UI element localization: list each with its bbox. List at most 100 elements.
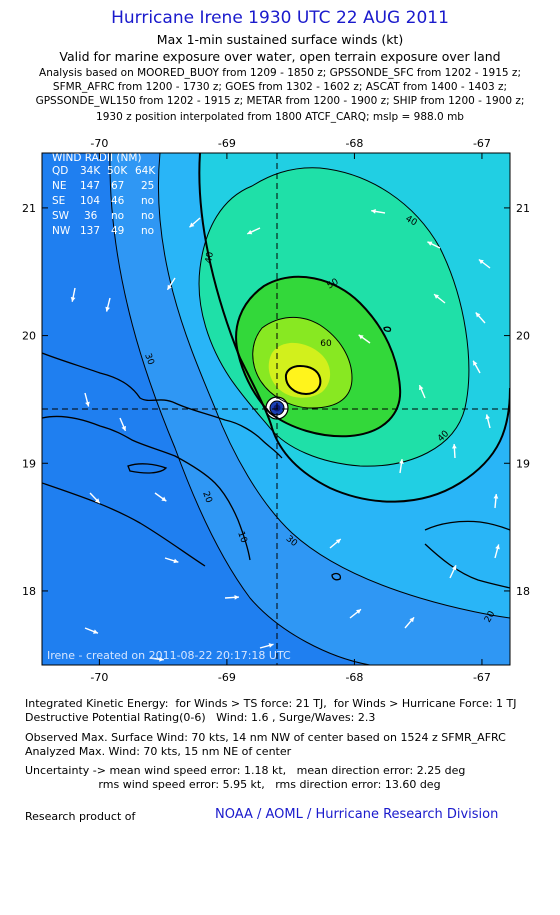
wind-arrow-head bbox=[475, 312, 481, 318]
y-tick-label-right: 21 bbox=[516, 202, 530, 215]
plot-frame bbox=[41, 152, 511, 666]
contour-label: 10 bbox=[235, 530, 248, 544]
wind-radii-nw-50k: 49 bbox=[111, 225, 124, 237]
analysis-position-note: 1930 z position interpolated from 1800 A… bbox=[96, 111, 464, 123]
wind-arrow-head bbox=[105, 306, 110, 312]
wind-radii-header-64k: 64K bbox=[135, 165, 156, 177]
noaa-aoml-link[interactable]: NOAA / AOML / Hurricane Research Divisio… bbox=[215, 807, 499, 822]
wind-radii-header-34k: 34K bbox=[80, 165, 101, 177]
wind-arrow-head bbox=[159, 656, 164, 662]
observed-max-wind: Observed Max. Surface Wind: 70 kts, 14 n… bbox=[25, 731, 506, 744]
wind-radii-se-50k: 46 bbox=[111, 195, 125, 207]
wind-arrow-head bbox=[371, 209, 376, 214]
analyzed-max-wind: Analyzed Max. Wind: 70 kts, 15 nm NE of … bbox=[25, 745, 292, 758]
wind-radii-sw-34k: 36 bbox=[84, 210, 98, 222]
wind-arrow-head bbox=[173, 558, 179, 564]
wind-arrow-head bbox=[419, 385, 424, 391]
wind-radii-header-50k: 50K bbox=[107, 165, 128, 177]
wind-radii-header-qd: QD bbox=[52, 165, 68, 177]
axis-ticks: -70 -70 -69 -69 -68 -68 -67 -67 21 21 20 20 19 19 18 18 bbox=[22, 137, 530, 684]
wind-arrow-head bbox=[93, 629, 98, 634]
contour-label: 60 bbox=[320, 339, 332, 349]
puerto-rico-southwest bbox=[424, 543, 510, 589]
wind-radii-sw-quadrant: SW bbox=[52, 210, 70, 222]
analysis-sources-line1: Analysis based on MOORED_BUOY from 1209 … bbox=[39, 67, 521, 79]
uncertainty-rms: rms wind speed error: 5.95 kt, rms direc… bbox=[25, 778, 441, 791]
dpr-stat: Destructive Potential Rating(0-6) Wind: … bbox=[25, 711, 376, 724]
wind-radii-nw-34k: 137 bbox=[80, 225, 100, 237]
x-tick-label-top: -69 bbox=[218, 137, 236, 150]
gonave-island bbox=[127, 463, 168, 474]
wind-arrow-head bbox=[493, 494, 499, 499]
hispaniola-peninsula bbox=[42, 415, 251, 561]
chart-title: Hurricane Irene 1930 UTC 22 AUG 2011 bbox=[111, 8, 449, 28]
y-tick-label-right: 18 bbox=[516, 585, 530, 598]
wind-radii-se-64k: no bbox=[141, 195, 154, 207]
contour-label: 20 bbox=[200, 490, 213, 504]
contour-label: 40 bbox=[204, 251, 216, 264]
wind-arrow-head bbox=[121, 425, 126, 431]
research-product-label: Research product of bbox=[25, 810, 136, 823]
x-tick-label-top: -67 bbox=[473, 137, 491, 150]
contour-label: 30 bbox=[142, 352, 155, 366]
x-tick-label-bottom: -70 bbox=[90, 671, 108, 684]
wind-arrow-head bbox=[473, 360, 478, 366]
wind-arrow-head bbox=[85, 401, 90, 407]
wind-radii-ne-quadrant: NE bbox=[52, 180, 67, 192]
wind-arrow-head bbox=[189, 222, 195, 228]
wind-radii-table: WIND RADII (NM) QD 34K 50K 64K NE 147 67… bbox=[52, 152, 156, 237]
north-islet bbox=[383, 326, 392, 332]
wind-arrow-head bbox=[451, 565, 457, 571]
wind-arrows bbox=[70, 209, 500, 662]
wind-arrow-head bbox=[358, 334, 364, 340]
wind-radii-nw-64k: no bbox=[141, 225, 154, 237]
wind-arrow-head bbox=[161, 496, 167, 502]
uncertainty-mean: Uncertainty -> mean wind speed error: 1.… bbox=[25, 764, 466, 777]
wind-arrow-head bbox=[427, 241, 433, 246]
chart-subtitle-variable: Max 1-min sustained surface winds (kt) bbox=[156, 32, 404, 47]
wind-arrow-head bbox=[234, 594, 239, 600]
wind-arrow-head bbox=[485, 414, 491, 420]
wind-arrow-head bbox=[495, 544, 500, 550]
wind-radii-sw-64k: no bbox=[141, 210, 154, 222]
chart-subtitle-exposure: Valid for marine exposure over water, op… bbox=[59, 49, 501, 64]
hispaniola-south-coast bbox=[42, 482, 206, 567]
map-credit: Irene - created on 2011-08-22 20:17:18 U… bbox=[47, 649, 291, 662]
wind-arrow-head bbox=[478, 259, 484, 265]
wind-radii-ne-50k: 67 bbox=[111, 180, 124, 192]
wind-radii-nw-quadrant: NW bbox=[52, 225, 71, 237]
x-tick-label-top: -68 bbox=[345, 137, 363, 150]
puerto-rico-west bbox=[424, 520, 510, 531]
wind-arrow-head bbox=[356, 609, 361, 614]
contour-lines bbox=[109, 153, 510, 665]
ike-stat: Integrated Kinetic Energy: for Winds > T… bbox=[25, 697, 517, 710]
hispaniola-north-coast bbox=[42, 352, 283, 459]
y-tick-label-left: 18 bbox=[22, 585, 36, 598]
wind-radii-title: WIND RADII (NM) bbox=[52, 152, 142, 164]
wind-arrow-head bbox=[399, 459, 404, 464]
wind-radii-ne-34k: 147 bbox=[80, 180, 100, 192]
x-tick-label-bottom: -69 bbox=[218, 671, 236, 684]
x-tick-label-bottom: -67 bbox=[473, 671, 491, 684]
y-tick-label-left: 19 bbox=[22, 457, 36, 470]
wind-arrow-head bbox=[268, 643, 274, 648]
wind-radii-se-34k: 104 bbox=[80, 195, 100, 207]
wind-arrow-head bbox=[70, 296, 76, 302]
wind-radii-sw-50k: no bbox=[111, 210, 124, 222]
wind-arrow-head bbox=[452, 444, 457, 449]
mona-island bbox=[331, 572, 342, 581]
analysis-sources-line2: SFMR_AFRC from 1200 - 1730 z; GOES from … bbox=[52, 81, 508, 93]
wind-map: 60 50 40 40 40 30 30 20 20 10 WIND RADII (NM) QD … bbox=[0, 128, 560, 688]
y-tick-label-right: 20 bbox=[516, 330, 530, 343]
wind-arrow-head bbox=[94, 498, 100, 504]
coastlines bbox=[42, 326, 510, 589]
y-tick-label-left: 21 bbox=[22, 202, 36, 215]
x-tick-label-bottom: -68 bbox=[345, 671, 363, 684]
wind-radii-ne-64k: 25 bbox=[141, 180, 154, 192]
wind-arrow-head bbox=[335, 538, 341, 544]
wind-radii-se-quadrant: SE bbox=[52, 195, 65, 207]
wind-arrow-head bbox=[247, 229, 253, 235]
wind-arrow-head bbox=[434, 294, 439, 299]
band-70-max bbox=[285, 366, 321, 394]
